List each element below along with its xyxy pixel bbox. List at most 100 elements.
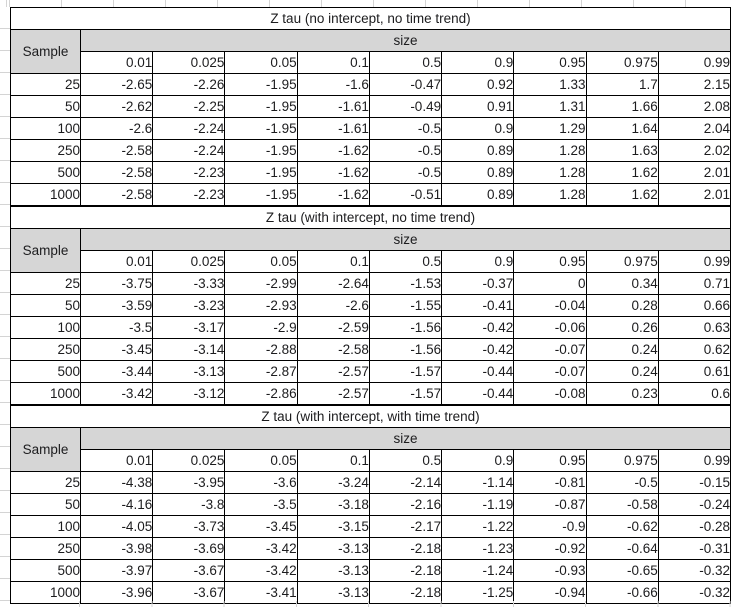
quantile-header-cell[interactable]: 0.99 bbox=[657, 449, 731, 472]
value-cell[interactable]: -2.57 bbox=[296, 382, 370, 405]
value-cell[interactable]: -0.66 bbox=[585, 581, 659, 604]
value-cell[interactable]: -3.97 bbox=[79, 559, 154, 582]
value-cell[interactable]: -1.57 bbox=[368, 382, 443, 405]
value-cell[interactable]: 0.63 bbox=[657, 316, 731, 339]
value-cell[interactable]: -3.42 bbox=[224, 537, 298, 560]
value-cell[interactable]: -2.14 bbox=[368, 471, 443, 494]
sample-header[interactable]: Sample bbox=[10, 228, 81, 273]
value-cell[interactable]: -2.23 bbox=[152, 183, 226, 206]
quantile-header-cell[interactable]: 0.95 bbox=[513, 51, 587, 74]
value-cell[interactable]: -3.69 bbox=[152, 537, 226, 560]
value-cell[interactable]: -2.99 bbox=[224, 272, 298, 295]
quantile-header-cell[interactable]: 0.95 bbox=[513, 250, 587, 273]
value-cell[interactable]: -2.58 bbox=[79, 161, 154, 184]
value-cell[interactable]: -3.95 bbox=[152, 471, 226, 494]
sample-cell[interactable]: 250 bbox=[10, 338, 81, 361]
value-cell[interactable]: -3.24 bbox=[296, 471, 370, 494]
value-cell[interactable]: -3.12 bbox=[152, 382, 226, 405]
value-cell[interactable]: 0.6 bbox=[657, 382, 731, 405]
value-cell[interactable]: -0.58 bbox=[585, 493, 659, 516]
sample-cell[interactable]: 500 bbox=[10, 559, 81, 582]
value-cell[interactable]: -2.65 bbox=[79, 73, 154, 96]
quantile-header-cell[interactable]: 0.975 bbox=[585, 51, 659, 74]
quantile-header-cell[interactable]: 0.01 bbox=[79, 250, 154, 273]
value-cell[interactable]: -3.13 bbox=[296, 537, 370, 560]
value-cell[interactable]: -1.61 bbox=[296, 117, 370, 140]
value-cell[interactable]: 0.66 bbox=[657, 294, 731, 317]
value-cell[interactable]: -2.9 bbox=[224, 316, 298, 339]
value-cell[interactable]: 0.71 bbox=[657, 272, 731, 295]
quantile-header-cell[interactable]: 0.1 bbox=[296, 250, 370, 273]
value-cell[interactable]: -0.32 bbox=[657, 581, 731, 604]
value-cell[interactable]: -0.5 bbox=[368, 161, 443, 184]
value-cell[interactable]: -0.37 bbox=[441, 272, 515, 295]
value-cell[interactable]: -0.64 bbox=[585, 537, 659, 560]
table-title[interactable]: Z tau (with intercept, no time trend) bbox=[10, 206, 731, 229]
value-cell[interactable]: -1.95 bbox=[224, 73, 298, 96]
quantile-header-cell[interactable]: 0.025 bbox=[152, 449, 226, 472]
value-cell[interactable]: 1.66 bbox=[585, 95, 659, 118]
quantile-header-cell[interactable]: 0.1 bbox=[296, 449, 370, 472]
value-cell[interactable]: -2.25 bbox=[152, 95, 226, 118]
sample-header[interactable]: Sample bbox=[10, 427, 81, 472]
value-cell[interactable]: -3.75 bbox=[79, 272, 154, 295]
value-cell[interactable]: -0.32 bbox=[657, 559, 731, 582]
value-cell[interactable]: -0.5 bbox=[368, 139, 443, 162]
quantile-header-cell[interactable]: 0.95 bbox=[513, 449, 587, 472]
value-cell[interactable]: 0.9 bbox=[441, 117, 515, 140]
value-cell[interactable]: -2.6 bbox=[79, 117, 154, 140]
value-cell[interactable]: -1.56 bbox=[368, 338, 443, 361]
value-cell[interactable]: 1.63 bbox=[585, 139, 659, 162]
quantile-header-cell[interactable]: 0.5 bbox=[368, 51, 443, 74]
value-cell[interactable]: 0.91 bbox=[441, 95, 515, 118]
sample-cell[interactable]: 50 bbox=[10, 95, 81, 118]
sample-cell[interactable]: 1000 bbox=[10, 382, 81, 405]
value-cell[interactable]: -3.13 bbox=[152, 360, 226, 383]
value-cell[interactable]: 1.62 bbox=[585, 183, 659, 206]
sample-header[interactable]: Sample bbox=[10, 29, 81, 74]
value-cell[interactable]: -0.65 bbox=[585, 559, 659, 582]
value-cell[interactable]: 1.33 bbox=[513, 73, 587, 96]
value-cell[interactable]: -1.22 bbox=[441, 515, 515, 538]
sample-cell[interactable]: 250 bbox=[10, 139, 81, 162]
value-cell[interactable]: -2.59 bbox=[296, 316, 370, 339]
quantile-header-cell[interactable]: 0.05 bbox=[224, 449, 298, 472]
table-title[interactable]: Z tau (with intercept, with time trend) bbox=[10, 405, 731, 428]
quantile-header-cell[interactable]: 0.9 bbox=[441, 250, 515, 273]
value-cell[interactable]: 0.28 bbox=[585, 294, 659, 317]
value-cell[interactable]: -0.81 bbox=[513, 471, 587, 494]
value-cell[interactable]: -3.17 bbox=[152, 316, 226, 339]
value-cell[interactable]: -3.8 bbox=[152, 493, 226, 516]
value-cell[interactable]: -2.58 bbox=[296, 338, 370, 361]
value-cell[interactable]: -3.5 bbox=[224, 493, 298, 516]
value-cell[interactable]: -0.15 bbox=[657, 471, 731, 494]
sample-cell[interactable]: 50 bbox=[10, 294, 81, 317]
value-cell[interactable]: -2.93 bbox=[224, 294, 298, 317]
value-cell[interactable]: -0.07 bbox=[513, 360, 587, 383]
value-cell[interactable]: -1.24 bbox=[441, 559, 515, 582]
value-cell[interactable]: -0.9 bbox=[513, 515, 587, 538]
value-cell[interactable]: -2.64 bbox=[296, 272, 370, 295]
value-cell[interactable]: -1.95 bbox=[224, 117, 298, 140]
value-cell[interactable]: 1.28 bbox=[513, 161, 587, 184]
value-cell[interactable]: -0.44 bbox=[441, 382, 515, 405]
sample-cell[interactable]: 1000 bbox=[10, 183, 81, 206]
value-cell[interactable]: -2.86 bbox=[224, 382, 298, 405]
value-cell[interactable]: -0.5 bbox=[368, 117, 443, 140]
value-cell[interactable]: 2.04 bbox=[657, 117, 731, 140]
value-cell[interactable]: -1.62 bbox=[296, 139, 370, 162]
value-cell[interactable]: -0.44 bbox=[441, 360, 515, 383]
value-cell[interactable]: -3.59 bbox=[79, 294, 154, 317]
value-cell[interactable]: -2.17 bbox=[368, 515, 443, 538]
value-cell[interactable]: -3.33 bbox=[152, 272, 226, 295]
quantile-header-cell[interactable]: 0.05 bbox=[224, 250, 298, 273]
sample-cell[interactable]: 100 bbox=[10, 117, 81, 140]
value-cell[interactable]: 1.7 bbox=[585, 73, 659, 96]
quantile-header-cell[interactable]: 0.05 bbox=[224, 51, 298, 74]
sample-cell[interactable]: 250 bbox=[10, 537, 81, 560]
quantile-header-cell[interactable]: 0.01 bbox=[79, 449, 154, 472]
value-cell[interactable]: -2.18 bbox=[368, 537, 443, 560]
value-cell[interactable]: 0.62 bbox=[657, 338, 731, 361]
value-cell[interactable]: -3.5 bbox=[79, 316, 154, 339]
value-cell[interactable]: -2.24 bbox=[152, 139, 226, 162]
